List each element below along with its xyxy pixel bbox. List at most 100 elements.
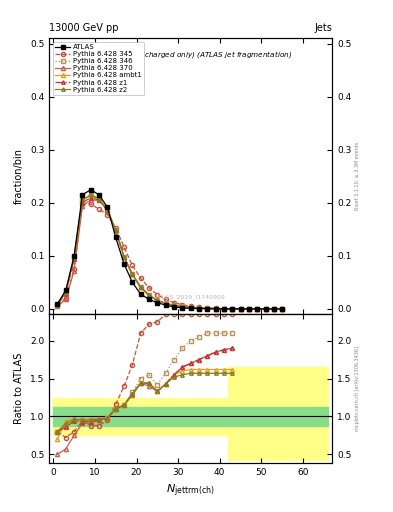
Pythia 6.428 370 [88,197,93,203]
Pythia 6.428 370 [138,284,143,290]
ATLAS [238,306,243,312]
Pythia 6.428 370 [80,202,85,208]
Pythia 6.428 346 [113,227,118,233]
Pythia 6.428 345 [55,302,60,308]
ATLAS [205,306,209,312]
Pythia 6.428 ambt1 [222,306,226,312]
Pythia 6.428 ambt1 [205,305,209,311]
Pythia 6.428 z1 [213,306,218,312]
Pythia 6.428 370 [230,306,235,312]
Pythia 6.428 z1 [263,306,268,312]
Pythia 6.428 z2 [272,306,276,312]
Pythia 6.428 370 [180,304,185,310]
Pythia 6.428 z2 [180,304,185,310]
Pythia 6.428 370 [130,271,135,278]
Pythia 6.428 z2 [97,196,101,202]
Pythia 6.428 346 [246,306,251,312]
Pythia 6.428 z2 [138,284,143,290]
Pythia 6.428 ambt1 [196,305,201,311]
Pythia 6.428 z1 [72,256,77,262]
Y-axis label: Ratio to ATLAS: Ratio to ATLAS [14,353,24,424]
Pythia 6.428 ambt1 [72,254,77,261]
Pythia 6.428 370 [105,207,110,214]
Pythia 6.428 z1 [272,306,276,312]
Pythia 6.428 346 [105,207,110,214]
Pythia 6.428 ambt1 [63,288,68,294]
Pythia 6.428 ambt1 [138,284,143,290]
Pythia 6.428 345 [80,201,85,207]
Text: 13000 GeV pp: 13000 GeV pp [49,23,119,33]
Pythia 6.428 ambt1 [155,297,160,304]
Pythia 6.428 z2 [88,192,93,198]
Pythia 6.428 345 [122,244,127,250]
Pythia 6.428 ambt1 [163,301,168,307]
Pythia 6.428 ambt1 [80,197,85,203]
Pythia 6.428 370 [63,296,68,303]
Line: Pythia 6.428 370: Pythia 6.428 370 [55,198,284,311]
Pythia 6.428 ambt1 [130,271,135,278]
ATLAS [122,261,127,267]
Line: Pythia 6.428 z2: Pythia 6.428 z2 [56,193,284,311]
Pythia 6.428 z2 [255,306,259,312]
Pythia 6.428 z1 [255,306,259,312]
Pythia 6.428 z1 [88,195,93,201]
Pythia 6.428 346 [180,303,185,309]
Pythia 6.428 345 [213,305,218,311]
Pythia 6.428 z1 [80,200,85,206]
Pythia 6.428 346 [63,290,68,296]
Pythia 6.428 ambt1 [147,292,151,298]
ATLAS [97,192,101,198]
Pythia 6.428 345 [172,300,176,306]
Pythia 6.428 ambt1 [255,306,259,312]
Pythia 6.428 ambt1 [172,302,176,308]
Pythia 6.428 z1 [238,306,243,312]
Pythia 6.428 z1 [196,305,201,311]
Pythia 6.428 345 [188,303,193,309]
ATLAS [188,305,193,311]
Pythia 6.428 345 [272,306,276,312]
Pythia 6.428 345 [280,306,285,312]
Pythia 6.428 z2 [155,297,160,304]
Pythia 6.428 345 [263,306,268,312]
Pythia 6.428 346 [130,271,135,277]
Pythia 6.428 370 [255,306,259,312]
Pythia 6.428 z2 [72,254,77,261]
Pythia 6.428 345 [155,291,160,297]
Pythia 6.428 ambt1 [238,306,243,312]
Pythia 6.428 346 [222,306,226,312]
ATLAS [213,306,218,312]
Pythia 6.428 z2 [113,227,118,233]
Pythia 6.428 345 [205,305,209,311]
ATLAS [280,306,285,312]
ATLAS [105,204,110,210]
Pythia 6.428 346 [172,302,176,308]
Pythia 6.428 370 [188,304,193,310]
Pythia 6.428 z2 [55,302,60,308]
Pythia 6.428 345 [238,306,243,312]
Pythia 6.428 ambt1 [55,302,60,308]
Pythia 6.428 ambt1 [246,306,251,312]
Pythia 6.428 z2 [238,306,243,312]
Pythia 6.428 z2 [280,306,285,312]
Pythia 6.428 z1 [105,207,110,214]
Pythia 6.428 z1 [122,254,127,260]
Pythia 6.428 ambt1 [188,304,193,310]
Pythia 6.428 370 [113,227,118,233]
Pythia 6.428 z1 [230,306,235,312]
Pythia 6.428 ambt1 [263,306,268,312]
Pythia 6.428 346 [88,192,93,198]
Line: Pythia 6.428 345: Pythia 6.428 345 [55,202,284,311]
ATLAS [180,305,185,311]
Pythia 6.428 ambt1 [272,306,276,312]
Pythia 6.428 345 [230,306,235,312]
ATLAS [246,306,251,312]
Pythia 6.428 ambt1 [113,227,118,233]
Pythia 6.428 z1 [63,290,68,296]
Pythia 6.428 370 [238,306,243,312]
Pythia 6.428 z2 [222,306,226,312]
Text: ATLAS_2019_I1740909: ATLAS_2019_I1740909 [155,295,226,301]
Pythia 6.428 370 [122,254,127,260]
Pythia 6.428 370 [272,306,276,312]
Pythia 6.428 346 [72,255,77,262]
Pythia 6.428 ambt1 [230,306,235,312]
